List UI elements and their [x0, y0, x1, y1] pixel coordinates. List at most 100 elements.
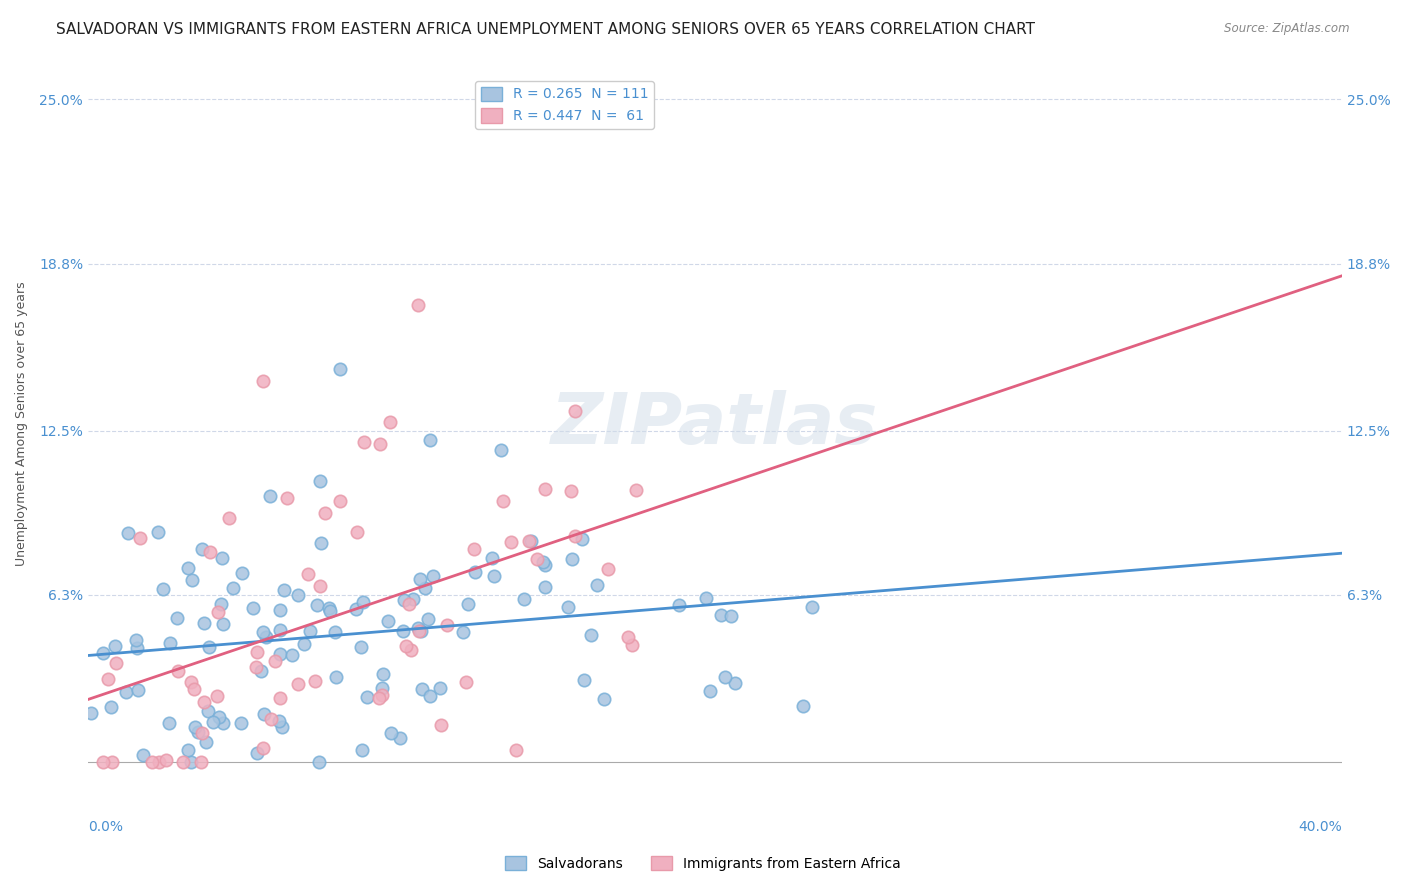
Point — [209, 597, 232, 611]
Point — [259, 489, 281, 503]
Point — [212, 616, 235, 631]
Point — [187, 724, 209, 739]
Point — [308, 755, 330, 769]
Point — [491, 442, 513, 457]
Point — [229, 716, 252, 731]
Point — [534, 482, 557, 496]
Point — [298, 624, 321, 639]
Point — [159, 635, 181, 649]
Point — [269, 690, 291, 705]
Point — [172, 755, 194, 769]
Point — [141, 755, 163, 769]
Point — [329, 493, 352, 508]
Point — [269, 623, 291, 637]
Point — [155, 754, 177, 768]
Point — [499, 535, 522, 549]
Point — [394, 593, 416, 607]
Point — [367, 690, 389, 705]
Point — [792, 699, 814, 714]
Point — [398, 598, 420, 612]
Point — [309, 535, 332, 549]
Point — [371, 688, 394, 702]
Point — [202, 715, 225, 730]
Point — [406, 622, 429, 636]
Point — [152, 582, 174, 597]
Point — [183, 720, 205, 734]
Point — [371, 681, 394, 696]
Point — [456, 675, 478, 690]
Point — [352, 595, 374, 609]
Point — [115, 685, 138, 699]
Point — [571, 533, 593, 547]
Point — [422, 568, 444, 582]
Point — [531, 555, 554, 569]
Point — [177, 743, 200, 757]
Point — [457, 597, 479, 611]
Point — [80, 706, 103, 721]
Point — [720, 608, 742, 623]
Point — [260, 712, 283, 726]
Point — [205, 689, 228, 703]
Point — [526, 552, 548, 566]
Point — [596, 562, 619, 576]
Point — [617, 630, 640, 644]
Text: SALVADORAN VS IMMIGRANTS FROM EASTERN AFRICA UNEMPLOYMENT AMONG SENIORS OVER 65 : SALVADORAN VS IMMIGRANTS FROM EASTERN AF… — [56, 22, 1035, 37]
Text: Source: ZipAtlas.com: Source: ZipAtlas.com — [1225, 22, 1350, 36]
Point — [350, 743, 373, 757]
Legend: Salvadorans, Immigrants from Eastern Africa: Salvadorans, Immigrants from Eastern Afr… — [501, 850, 905, 876]
Point — [117, 526, 139, 541]
Point — [250, 664, 273, 678]
Point — [408, 624, 430, 638]
Point — [560, 483, 582, 498]
Point — [513, 591, 536, 606]
Point — [564, 403, 586, 417]
Point — [193, 616, 215, 631]
Point — [181, 573, 204, 587]
Point — [624, 483, 647, 497]
Point — [411, 624, 433, 638]
Point — [128, 531, 150, 545]
Point — [307, 598, 329, 612]
Point — [263, 654, 285, 668]
Point — [157, 715, 180, 730]
Point — [253, 706, 276, 721]
Point — [371, 667, 394, 681]
Point — [195, 734, 218, 748]
Point — [699, 684, 721, 698]
Legend: R = 0.265  N = 111, R = 0.447  N =  61: R = 0.265 N = 111, R = 0.447 N = 61 — [475, 81, 654, 128]
Point — [517, 534, 540, 549]
Point — [411, 681, 433, 696]
Point — [346, 524, 368, 539]
Point — [125, 633, 148, 648]
Point — [668, 598, 690, 612]
Point — [287, 676, 309, 690]
Point — [724, 676, 747, 690]
Point — [309, 579, 332, 593]
Point — [197, 704, 219, 718]
Point — [269, 714, 291, 728]
Point — [297, 566, 319, 581]
Point — [91, 646, 114, 660]
Point — [419, 433, 441, 447]
Point — [148, 524, 170, 539]
Point — [356, 690, 378, 705]
Point — [97, 673, 120, 687]
Point — [572, 673, 595, 688]
Point — [180, 674, 202, 689]
Text: 0.0%: 0.0% — [89, 821, 124, 834]
Point — [368, 437, 391, 451]
Point — [246, 746, 269, 760]
Point — [534, 558, 557, 572]
Point — [104, 639, 127, 653]
Point — [281, 648, 304, 663]
Point — [252, 625, 274, 640]
Point — [190, 726, 212, 740]
Point — [561, 552, 583, 566]
Point — [211, 716, 233, 731]
Point — [309, 474, 332, 488]
Point — [409, 572, 432, 586]
Point — [621, 638, 644, 652]
Point — [218, 510, 240, 524]
Point — [464, 566, 486, 580]
Y-axis label: Unemployment Among Seniors over 65 years: Unemployment Among Seniors over 65 years — [15, 282, 28, 566]
